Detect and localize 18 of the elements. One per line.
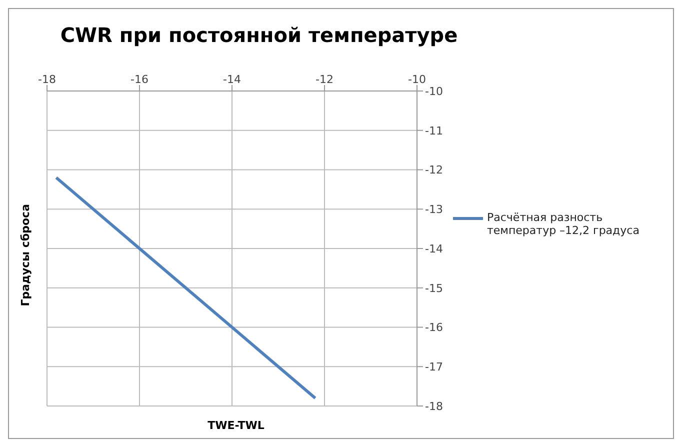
x-tick-label: -12	[316, 73, 334, 86]
x-axis-title: TWE-TWL	[206, 419, 266, 432]
y-axis-title: Градусы сброса	[19, 204, 32, 306]
y-tick-label: -18	[425, 400, 443, 413]
y-tick-label: -13	[425, 203, 443, 216]
y-tick-label: -15	[425, 282, 443, 295]
y-tick-label: -10	[425, 84, 443, 98]
y-tick-label: -17	[425, 360, 443, 374]
y-tick-label: -16	[425, 321, 443, 334]
x-tick-label: -18	[38, 73, 56, 86]
legend-label: Расчётная разность температур –12,2 градуса	[487, 210, 640, 236]
chart-title: CWR при постоянной температуре	[59, 23, 459, 47]
x-tick-label: -14	[223, 73, 241, 86]
y-tick-label: -11	[425, 124, 443, 138]
y-tick-label: -12	[425, 164, 443, 177]
y-tick-label: -14	[425, 242, 443, 256]
x-tick-label: -16	[130, 73, 148, 86]
x-tick-label: -10	[408, 73, 426, 86]
